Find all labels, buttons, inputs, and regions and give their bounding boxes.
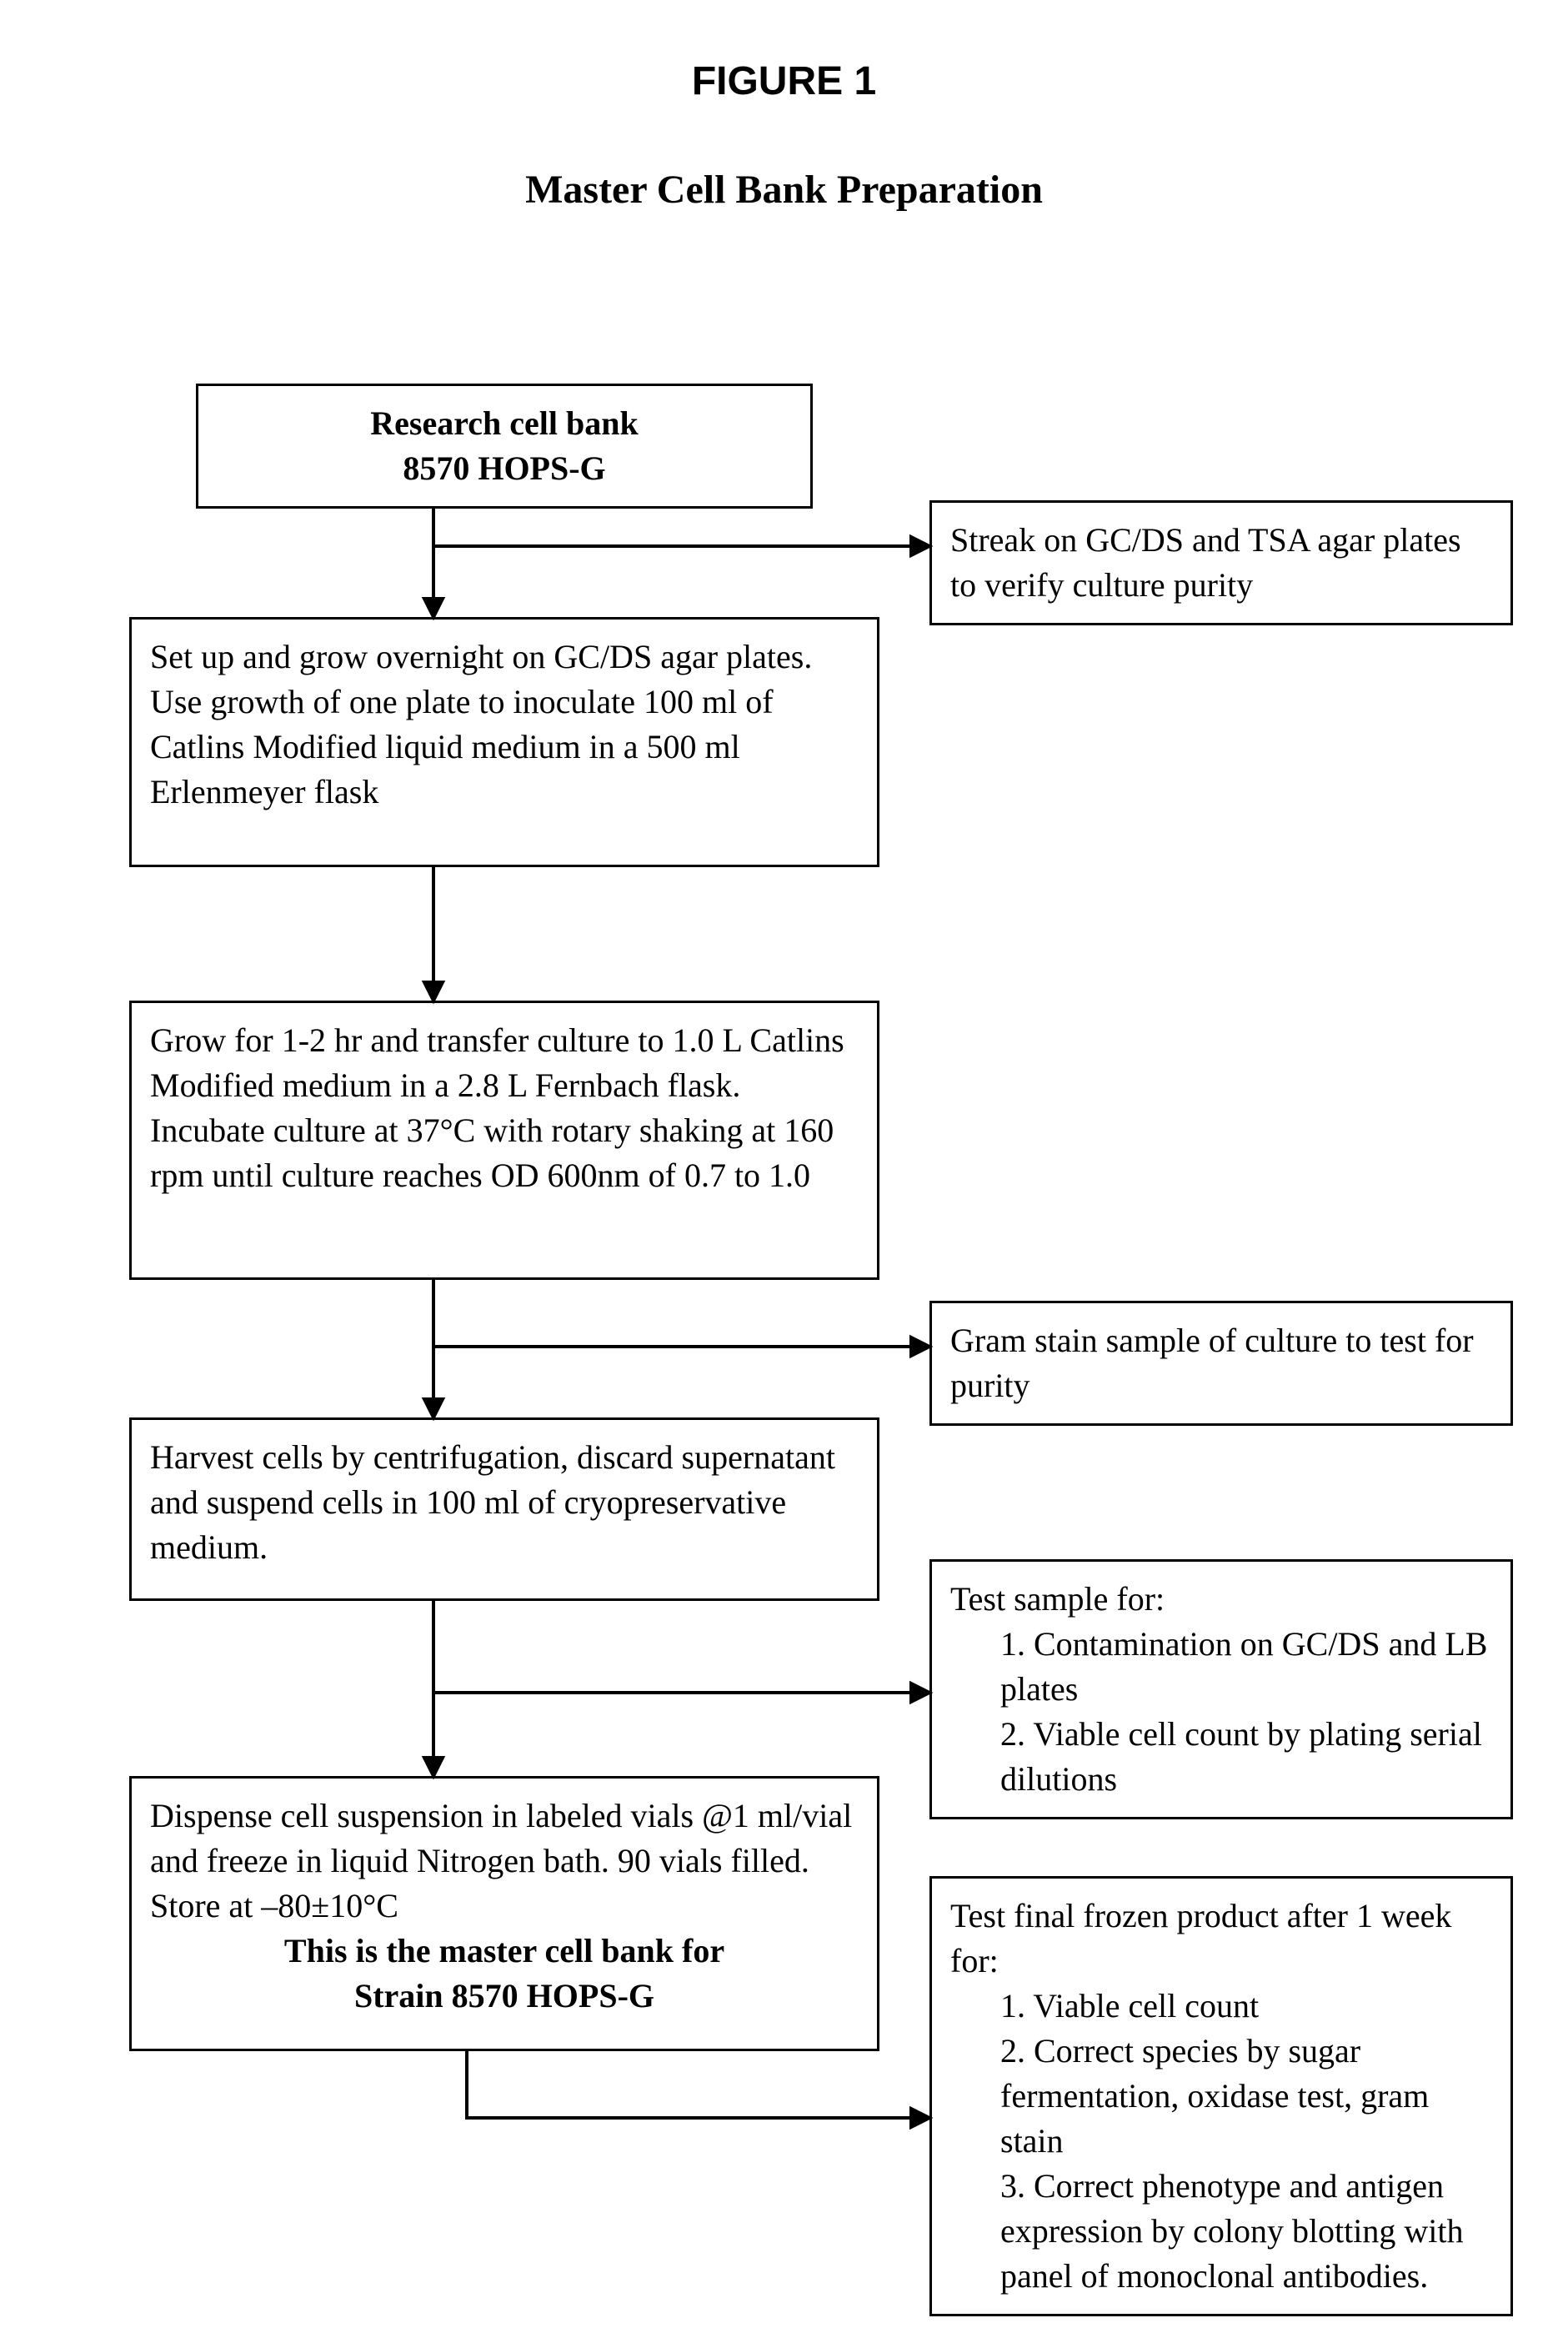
- s2-text: Gram stain sample of culture to test for…: [950, 1322, 1474, 1404]
- s4-head: Test final frozen product after 1 week f…: [950, 1894, 1492, 1984]
- figure-label: FIGURE 1: [0, 58, 1568, 104]
- box-gram-stain: Gram stain sample of culture to test for…: [929, 1301, 1513, 1426]
- b1-line2: 8570 HOPS-G: [217, 446, 792, 491]
- b5-bold1: This is the master cell bank for: [150, 1929, 859, 1974]
- b4-text: Harvest cells by centrifugation, discard…: [150, 1438, 835, 1566]
- b5-bold2: Strain 8570 HOPS-G: [150, 1974, 859, 2019]
- box-test-sample: Test sample for: 1. Contamination on GC/…: [929, 1559, 1513, 1819]
- box-harvest: Harvest cells by centrifugation, discard…: [129, 1417, 879, 1601]
- b2-text: Set up and grow overnight on GC/DS agar …: [150, 638, 812, 810]
- s3-item1: 1. Contamination on GC/DS and LB plates: [950, 1622, 1492, 1712]
- s3-head: Test sample for:: [950, 1577, 1492, 1622]
- box-test-final: Test final frozen product after 1 week f…: [929, 1876, 1513, 2316]
- b3-text: Grow for 1-2 hr and transfer culture to …: [150, 1021, 844, 1194]
- page-title: Master Cell Bank Preparation: [0, 167, 1568, 213]
- s4-item1: 1. Viable cell count: [950, 1984, 1492, 2029]
- s4-item3: 3. Correct phenotype and antigen express…: [950, 2164, 1492, 2299]
- s1-text: Streak on GC/DS and TSA agar plates to v…: [950, 521, 1461, 604]
- b5-text: Dispense cell suspension in labeled vial…: [150, 1794, 859, 1929]
- box-setup-grow: Set up and grow overnight on GC/DS agar …: [129, 617, 879, 867]
- box-streak-verify: Streak on GC/DS and TSA agar plates to v…: [929, 500, 1513, 625]
- b1-line1: Research cell bank: [217, 401, 792, 446]
- box-grow-transfer: Grow for 1-2 hr and transfer culture to …: [129, 1001, 879, 1280]
- s3-item2: 2. Viable cell count by plating serial d…: [950, 1712, 1492, 1802]
- box-research-cell-bank: Research cell bank 8570 HOPS-G: [196, 384, 813, 509]
- box-dispense-master: Dispense cell suspension in labeled vial…: [129, 1776, 879, 2051]
- s4-item2: 2. Correct species by sugar fermentation…: [950, 2029, 1492, 2164]
